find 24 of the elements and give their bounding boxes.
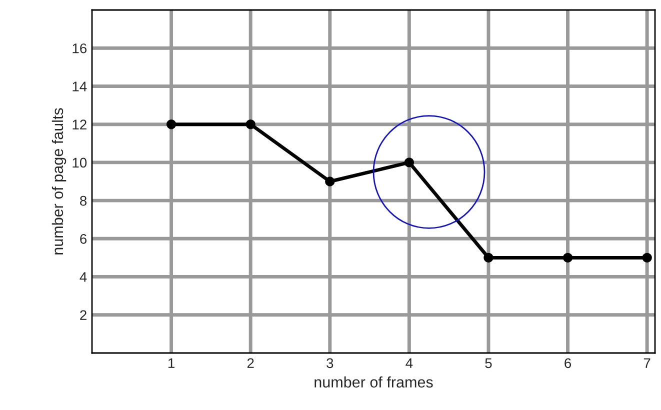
point xyxy=(642,252,652,263)
x-tick-label: 3 xyxy=(326,358,334,368)
y-tick-label: 4 xyxy=(80,272,87,282)
x-tick-label: 2 xyxy=(247,358,254,368)
point xyxy=(166,119,176,130)
x-tick-label: 1 xyxy=(168,358,174,368)
y-tick-label: 2 xyxy=(80,310,86,320)
y-tick-label: 6 xyxy=(80,234,87,244)
x-axis-title: number of frames xyxy=(314,376,433,388)
point xyxy=(562,252,573,263)
x-tick-label: 4 xyxy=(406,358,413,368)
point xyxy=(325,176,335,186)
point xyxy=(404,158,414,168)
y-tick-label: 8 xyxy=(80,196,87,206)
y-tick-label: 16 xyxy=(72,43,87,54)
y-tick-label: 14 xyxy=(72,82,87,92)
x-tick-label: 6 xyxy=(564,358,572,368)
y-tick-label: 12 xyxy=(72,120,86,130)
point xyxy=(484,252,494,263)
x-tick-label: 5 xyxy=(485,358,492,368)
point xyxy=(246,119,256,130)
y-tick-label: 10 xyxy=(72,158,87,168)
x-tick-label: 7 xyxy=(644,358,650,368)
y-axis-title: number of page faults xyxy=(52,108,66,254)
